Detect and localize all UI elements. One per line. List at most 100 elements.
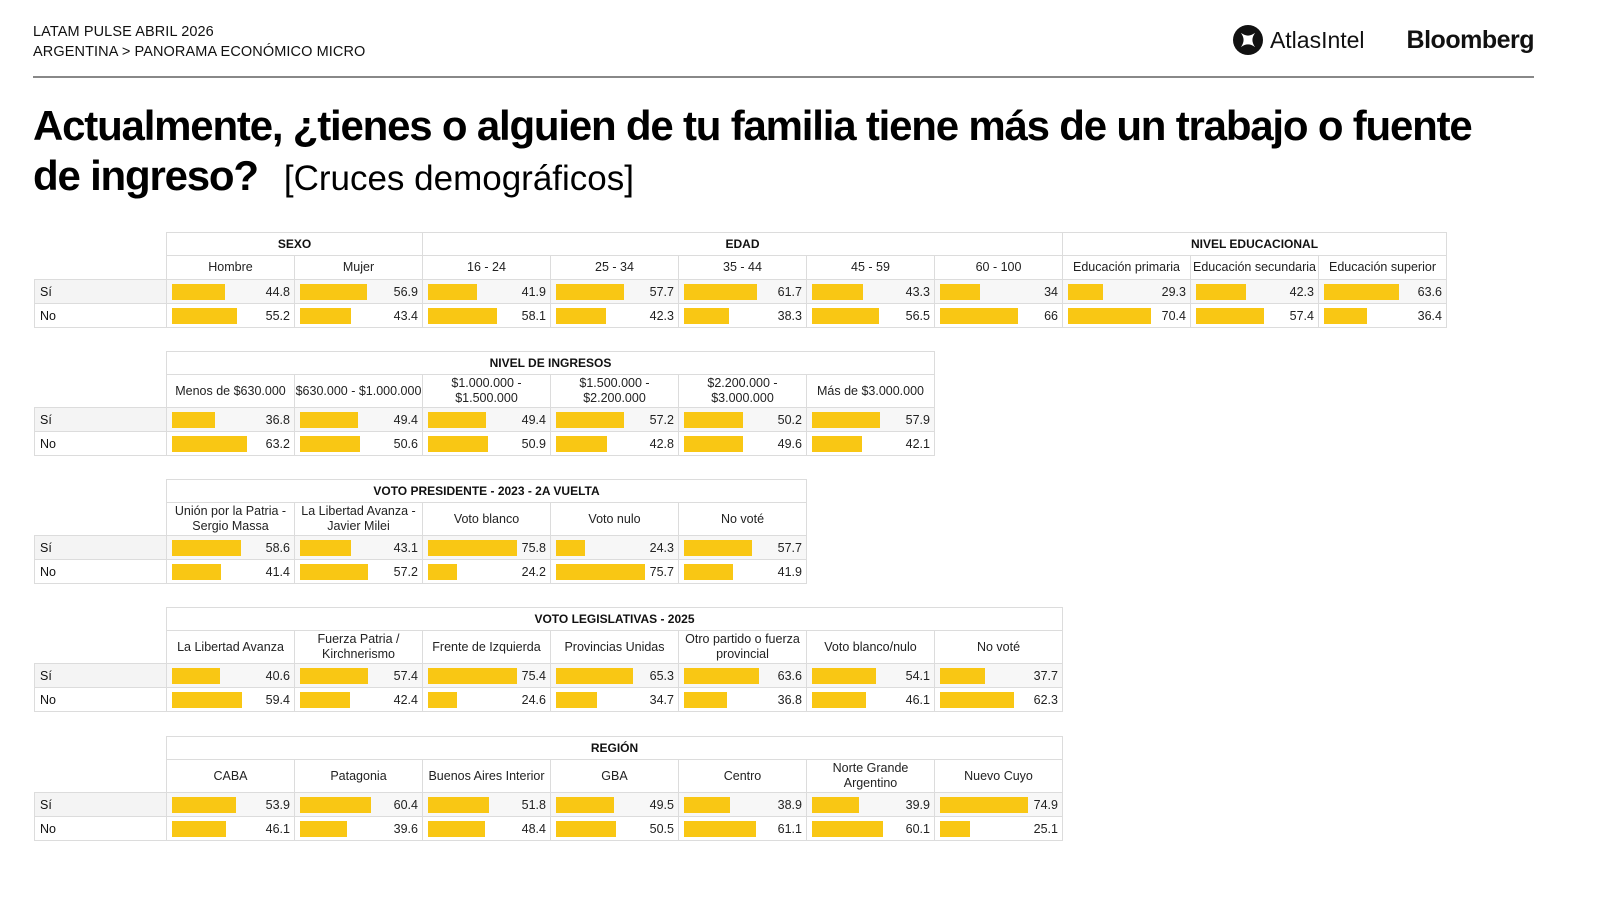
crosstab-table: VOTO LEGISLATIVAS - 2025 La Libertad Avan… — [34, 607, 1063, 712]
data-cell: 75.4 — [422, 663, 551, 688]
data-label: 43.1 — [393, 541, 418, 555]
data-cell: 34.7 — [550, 687, 679, 712]
data-cell: 36.8 — [678, 687, 807, 712]
bar — [172, 436, 247, 452]
bar — [812, 821, 883, 837]
data-label: 43.4 — [393, 309, 418, 323]
data-label: 56.9 — [393, 285, 418, 299]
data-label: 46.1 — [265, 822, 290, 836]
column-header: Norte Grande Argentino — [806, 759, 935, 793]
bar — [300, 436, 360, 452]
corner-blank — [35, 480, 167, 503]
data-cell: 54.1 — [806, 663, 935, 688]
data-cell: 34 — [934, 279, 1063, 304]
group-header-row: REGIÓN — [35, 736, 1063, 760]
data-cell: 24.2 — [422, 559, 551, 584]
bar — [172, 668, 220, 684]
column-header: Nuevo Cuyo — [934, 759, 1063, 793]
bar — [812, 668, 876, 684]
crosstab-table: VOTO PRESIDENTE - 2023 - 2A VUELTA Unión … — [34, 479, 807, 584]
bar — [684, 412, 744, 428]
bar — [556, 668, 634, 684]
bar — [172, 797, 236, 813]
data-cell: 57.2 — [550, 407, 679, 432]
data-cell: 55.2 — [166, 303, 295, 328]
bar — [812, 308, 879, 324]
data-label: 41.4 — [265, 565, 290, 579]
data-label: 25.1 — [1033, 822, 1058, 836]
data-label: 40.6 — [265, 669, 290, 683]
column-header: $1.000.000 - $1.500.000 — [422, 374, 551, 408]
bar — [940, 692, 1014, 708]
data-cell: 75.7 — [550, 559, 679, 584]
data-label: 36.8 — [777, 693, 802, 707]
page-title: Actualmente, ¿tienes o alguien de tu fam… — [33, 101, 1483, 204]
data-cell: 46.1 — [166, 816, 295, 841]
bar — [1068, 308, 1152, 324]
data-label: 24.6 — [521, 693, 546, 707]
data-cell: 57.7 — [550, 279, 679, 304]
table-row: No 63.2 50.6 50.9 42.8 49.6 42.1 — [34, 431, 935, 456]
bar — [172, 412, 216, 428]
data-cell: 37.7 — [934, 663, 1063, 688]
bar — [428, 540, 518, 556]
data-cell: 50.6 — [294, 431, 423, 456]
bar — [556, 540, 585, 556]
bar — [556, 412, 624, 428]
table-row: No 55.2 43.4 58.1 42.3 38.3 56.5 66 70.4 57.4 36.4 — [34, 303, 1447, 328]
data-cell: 70.4 — [1062, 303, 1191, 328]
atlasintel-logo: AtlasIntel — [1232, 24, 1365, 56]
bar — [1324, 284, 1399, 300]
data-cell: 74.9 — [934, 792, 1063, 817]
data-label: 58.1 — [521, 309, 546, 323]
data-label: 49.4 — [393, 413, 418, 427]
column-header: Menos de $630.000 — [166, 374, 295, 408]
data-label: 57.4 — [1289, 309, 1314, 323]
data-label: 46.1 — [905, 693, 930, 707]
corner-blank — [35, 256, 167, 280]
data-label: 75.7 — [649, 565, 674, 579]
data-label: 57.2 — [393, 565, 418, 579]
corner-blank — [35, 233, 167, 256]
atlasintel-wordmark: AtlasIntel — [1269, 26, 1365, 53]
crosstab-table: NIVEL DE INGRESOS Menos de $630.000 $630.0… — [34, 351, 935, 456]
column-header: 45 - 59 — [806, 255, 935, 280]
bar — [300, 284, 368, 300]
data-cell: 53.9 — [166, 792, 295, 817]
data-cell: 60.1 — [806, 816, 935, 841]
data-cell: 57.7 — [678, 535, 807, 560]
data-cell: 58.6 — [166, 535, 295, 560]
bar — [684, 821, 757, 837]
table-row: Sí 58.6 43.1 75.8 24.3 57.7 — [34, 535, 807, 560]
data-cell: 57.4 — [294, 663, 423, 688]
column-header: Educación primaria — [1062, 255, 1191, 280]
report-header: LATAM PULSE ABRIL 2026 ARGENTINA > PANOR… — [33, 22, 365, 62]
bar — [172, 284, 225, 300]
data-label: 57.2 — [649, 413, 674, 427]
row-label: No — [34, 559, 167, 584]
data-cell: 56.9 — [294, 279, 423, 304]
bar — [1196, 308, 1264, 324]
data-label: 38.9 — [777, 798, 802, 812]
data-cell: 39.6 — [294, 816, 423, 841]
row-label: Sí — [34, 663, 167, 688]
bar — [556, 692, 597, 708]
column-header: Voto blanco — [422, 502, 551, 536]
bar — [684, 668, 759, 684]
data-label: 50.6 — [393, 437, 418, 451]
bar — [812, 692, 867, 708]
row-label: Sí — [34, 279, 167, 304]
data-cell: 42.4 — [294, 687, 423, 712]
data-cell: 29.3 — [1062, 279, 1191, 304]
data-label: 59.4 — [265, 693, 290, 707]
title-subtitle: [Cruces demográficos] — [283, 159, 634, 198]
data-cell: 48.4 — [422, 816, 551, 841]
data-cell: 44.8 — [166, 279, 295, 304]
data-label: 41.9 — [777, 565, 802, 579]
bar — [172, 564, 221, 580]
bar — [684, 540, 753, 556]
data-cell: 61.1 — [678, 816, 807, 841]
data-cell: 50.2 — [678, 407, 807, 432]
data-label: 39.9 — [905, 798, 930, 812]
bar — [300, 412, 359, 428]
